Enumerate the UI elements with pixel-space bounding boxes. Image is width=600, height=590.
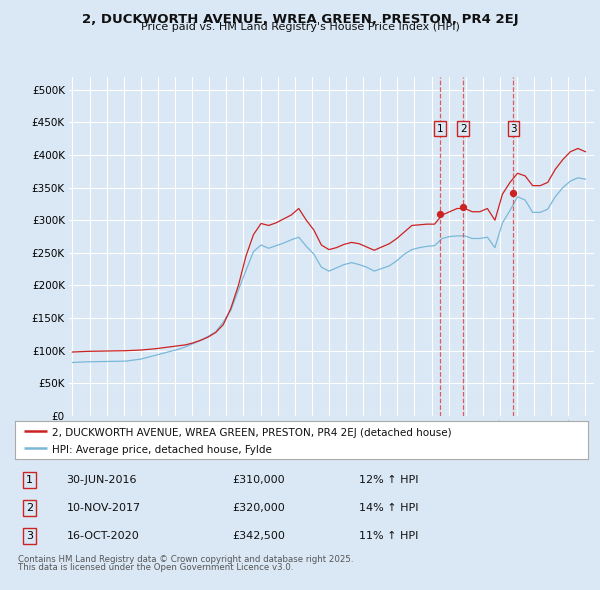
Text: £342,500: £342,500 (233, 531, 286, 541)
Text: 30-JUN-2016: 30-JUN-2016 (67, 475, 137, 485)
Text: 3: 3 (510, 124, 517, 134)
Text: Contains HM Land Registry data © Crown copyright and database right 2025.: Contains HM Land Registry data © Crown c… (18, 555, 353, 563)
Text: £320,000: £320,000 (233, 503, 286, 513)
Point (509, 188, 518, 197)
Text: 2: 2 (460, 124, 466, 134)
Text: 2: 2 (26, 503, 33, 513)
Point (458, 202, 468, 212)
Point (435, 209, 445, 218)
Text: 14% ↑ HPI: 14% ↑ HPI (359, 503, 418, 513)
Text: 10-NOV-2017: 10-NOV-2017 (67, 503, 140, 513)
Text: 16-OCT-2020: 16-OCT-2020 (67, 531, 139, 541)
Text: £310,000: £310,000 (233, 475, 286, 485)
Text: 1: 1 (437, 124, 443, 134)
Text: 3: 3 (26, 531, 33, 541)
Text: Price paid vs. HM Land Registry's House Price Index (HPI): Price paid vs. HM Land Registry's House … (140, 22, 460, 32)
Text: HPI: Average price, detached house, Fylde: HPI: Average price, detached house, Fyld… (52, 445, 272, 455)
Text: 1: 1 (26, 475, 33, 485)
Text: 12% ↑ HPI: 12% ↑ HPI (359, 475, 418, 485)
Text: This data is licensed under the Open Government Licence v3.0.: This data is licensed under the Open Gov… (18, 563, 293, 572)
Text: 11% ↑ HPI: 11% ↑ HPI (359, 531, 418, 541)
Text: 2, DUCKWORTH AVENUE, WREA GREEN, PRESTON, PR4 2EJ (detached house): 2, DUCKWORTH AVENUE, WREA GREEN, PRESTON… (52, 428, 452, 438)
Text: 2, DUCKWORTH AVENUE, WREA GREEN, PRESTON, PR4 2EJ: 2, DUCKWORTH AVENUE, WREA GREEN, PRESTON… (82, 13, 518, 26)
